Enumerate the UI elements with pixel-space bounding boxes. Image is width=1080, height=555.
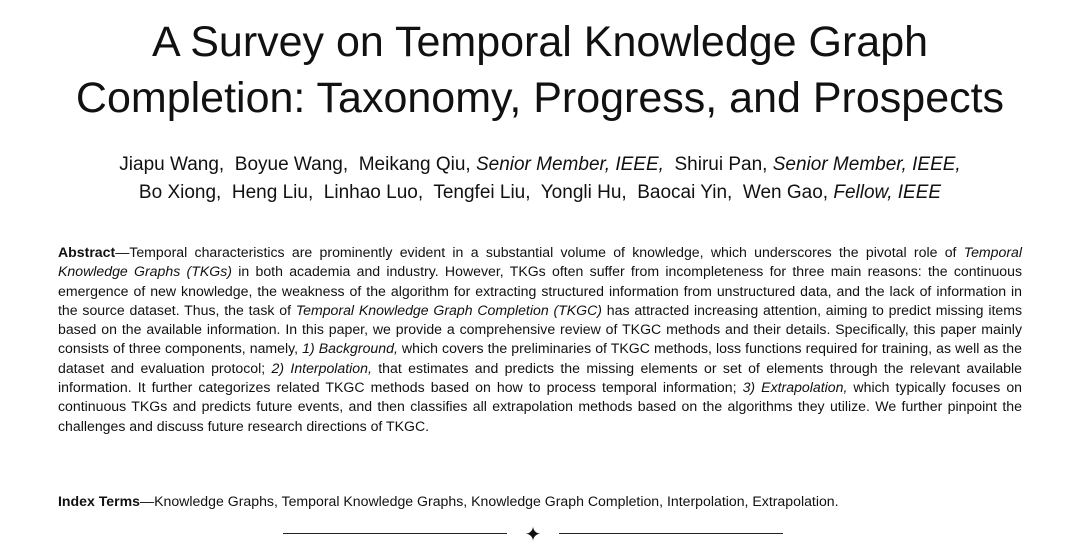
abstract-text: has attracted increasing attention, aimi… xyxy=(58,301,1022,357)
abstract-emphasis: Temporal Knowledge Graphs (TKGs) xyxy=(58,244,1022,280)
author-name: Baocai Yin, xyxy=(637,182,733,203)
abstract-body: Temporal characteristics are prominently… xyxy=(58,244,1022,434)
title-line-2: Completion: Taxonomy, Progress, and Pros… xyxy=(75,74,1005,122)
author-name: Wen Gao, xyxy=(742,182,829,203)
author-affiliation: Senior Member, IEEE, xyxy=(772,154,961,175)
author-name: Yongli Hu, xyxy=(540,182,627,203)
divider-rule-right xyxy=(559,533,783,534)
author-affiliation: Senior Member, IEEE, xyxy=(475,154,664,175)
index-terms-dash: — xyxy=(139,493,155,509)
abstract-emphasis: 2) Interpolation, xyxy=(271,359,372,376)
abstract-text: that estimates and predicts the missing … xyxy=(58,359,1022,396)
abstract-text: Temporal characteristics are prominently… xyxy=(129,244,964,260)
star-icon: ✦ xyxy=(524,522,542,546)
abstract: Abstract—Temporal characteristics are pr… xyxy=(58,243,1022,436)
author-name: Tengfei Liu, xyxy=(433,182,531,203)
author-list: Jiapu Wang, Boyue Wang, Meikang Qiu, Sen… xyxy=(0,151,1080,207)
paper-title: A Survey on Temporal Knowledge Graph Com… xyxy=(0,14,1080,126)
index-terms: Index Terms—Knowledge Graphs, Temporal K… xyxy=(58,492,1022,511)
author-name: Heng Liu, xyxy=(231,182,314,203)
abstract-text: which covers the preliminaries of TKGC m… xyxy=(58,340,1022,376)
abstract-text: which typically focuses on continuous TK… xyxy=(58,379,1023,434)
author-name: Linhao Luo, xyxy=(323,182,424,203)
abstract-label: Abstract xyxy=(58,244,116,260)
abstract-emphasis: 1) Background, xyxy=(302,340,398,357)
abstract-emphasis: 3) Extrapolation, xyxy=(742,379,848,396)
author-name: Shirui Pan, xyxy=(674,154,768,175)
author-name: Jiapu Wang, xyxy=(119,154,225,175)
author-name: Meikang Qiu, xyxy=(358,154,471,175)
abstract-dash: — xyxy=(115,244,130,260)
divider-rule-left xyxy=(283,533,507,534)
author-name: Bo Xiong, xyxy=(138,182,222,203)
author-line-1: Jiapu Wang, Boyue Wang, Meikang Qiu, Sen… xyxy=(0,151,1080,179)
index-terms-text: Knowledge Graphs, Temporal Knowledge Gra… xyxy=(154,493,839,509)
author-name: Boyue Wang, xyxy=(234,154,349,175)
index-terms-label: Index Terms xyxy=(58,493,140,509)
abstract-emphasis: Temporal Knowledge Graph Completion (TKG… xyxy=(295,301,602,318)
abstract-text: in both academia and industry. However, … xyxy=(58,263,1022,318)
section-divider: ✦ xyxy=(283,522,783,546)
author-line-2: Bo Xiong, Heng Liu, Linhao Luo, Tengfei … xyxy=(0,179,1080,207)
title-line-1: A Survey on Temporal Knowledge Graph xyxy=(151,18,929,66)
author-affiliation: Fellow, IEEE xyxy=(833,182,942,203)
